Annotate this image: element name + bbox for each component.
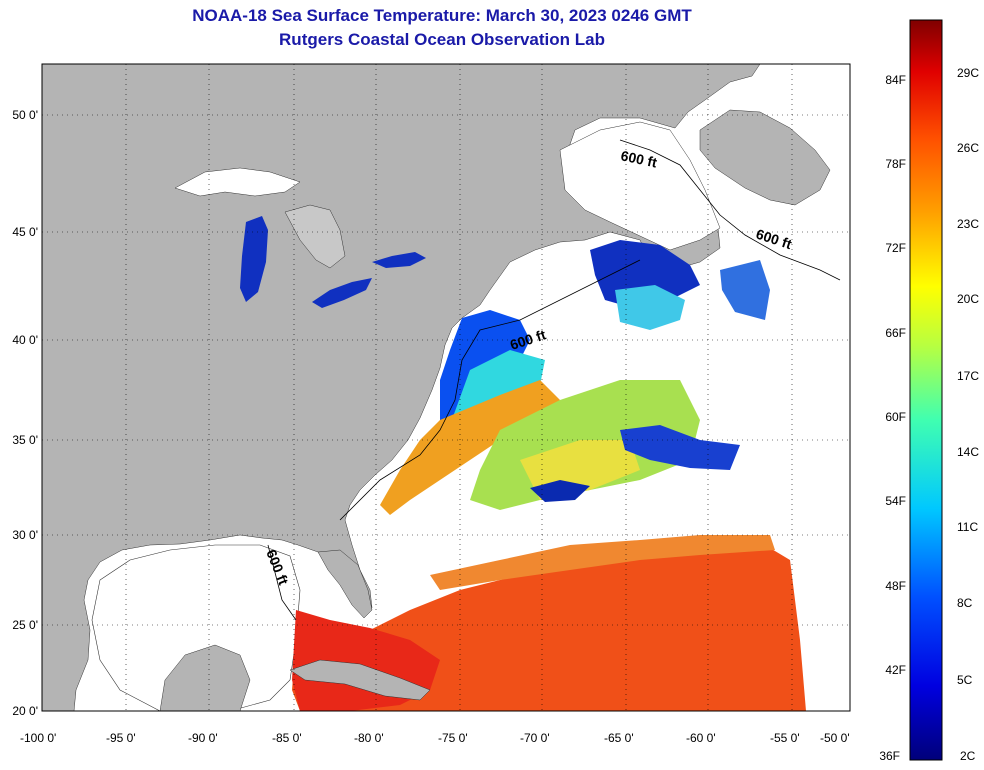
lon-label: -70 0' — [520, 731, 550, 745]
colorbar-c-label: 29C — [957, 66, 979, 80]
sst-cyan-north — [615, 285, 685, 330]
colorbar-f-label: 48F — [885, 579, 906, 593]
colorbar-c-label: 17C — [957, 369, 979, 383]
colorbar-f-label: 42F — [885, 663, 906, 677]
isobath-600ft — [267, 139, 841, 621]
colorbar-f-label: 84F — [885, 73, 906, 87]
map-title: NOAA-18 Sea Surface Temperature: March 3… — [192, 6, 692, 25]
lon-label: -50 0' — [820, 731, 850, 745]
lat-label: 20 0' — [12, 704, 38, 718]
lon-label: -60 0' — [686, 731, 716, 745]
colorbar-f-label: 60F — [885, 410, 906, 424]
temperature-colorbar — [909, 19, 943, 761]
lon-label: -100 0' — [20, 731, 56, 745]
sst-cold-patch-east — [620, 425, 740, 470]
lat-label: 25 0' — [12, 618, 38, 632]
lake-ontario — [372, 252, 426, 268]
lake-superior — [174, 167, 301, 197]
colorbar-c-label: 2C — [960, 749, 976, 763]
colorbar-f-label: 54F — [885, 494, 906, 508]
lon-label: -85 0' — [272, 731, 302, 745]
colorbar-f-label: 72F — [885, 241, 906, 255]
gulf-of-st-lawrence — [559, 121, 721, 251]
latitude-labels: 50 0' 45 0' 40 0' 35 0' 30 0' 25 0' 20 0… — [12, 108, 38, 718]
lat-label: 45 0' — [12, 225, 38, 239]
lat-label: 35 0' — [12, 433, 38, 447]
sst-warm-band — [430, 535, 775, 590]
colorbar-c-label: 26C — [957, 141, 979, 155]
colorbar-f-label: 78F — [885, 157, 906, 171]
yucatan — [159, 644, 251, 711]
map-subtitle: Rutgers Coastal Ocean Observation Lab — [279, 30, 605, 49]
colorbar-c-label: 14C — [957, 445, 979, 459]
cuba — [289, 659, 431, 701]
isobath-label-north: 600 ft — [619, 147, 658, 170]
colorbar-c-label: 8C — [957, 596, 973, 610]
colorbar-f-label: 66F — [885, 326, 906, 340]
lake-michigan — [240, 216, 268, 302]
lat-label: 40 0' — [12, 333, 38, 347]
colorbar-c-label: 23C — [957, 217, 979, 231]
gulf-of-mexico — [91, 544, 301, 711]
lon-label: -55 0' — [770, 731, 800, 745]
longitude-labels: -100 0' -95 0' -90 0' -85 0' -80 0' -75 … — [20, 731, 850, 745]
lake-erie — [312, 278, 372, 308]
lon-label: -95 0' — [106, 731, 136, 745]
lake-huron — [284, 204, 346, 269]
colorbar-fahrenheit-labels: 84F 78F 72F 66F 60F 54F 48F 42F 36F — [879, 73, 906, 763]
colorbar-c-label: 5C — [957, 673, 973, 687]
lat-label: 50 0' — [12, 108, 38, 122]
lon-label: -75 0' — [438, 731, 468, 745]
lon-label: -80 0' — [354, 731, 384, 745]
newfoundland — [699, 109, 831, 206]
sst-gulf-stream — [380, 380, 560, 515]
colorbar-f-label: 36F — [879, 749, 900, 763]
sst-cold-patch-south — [530, 480, 590, 502]
lon-label: -65 0' — [604, 731, 634, 745]
map-frame — [41, 63, 851, 712]
lon-label: -90 0' — [188, 731, 218, 745]
colorbar-c-label: 11C — [957, 520, 978, 534]
lat-label: 30 0' — [12, 528, 38, 542]
florida — [317, 549, 373, 619]
sst-ne-blue — [720, 260, 770, 320]
colorbar-celsius-labels: 29C 26C 23C 20C 17C 14C 11C 8C 5C 2C — [957, 66, 979, 763]
colorbar-c-label: 20C — [957, 292, 979, 306]
